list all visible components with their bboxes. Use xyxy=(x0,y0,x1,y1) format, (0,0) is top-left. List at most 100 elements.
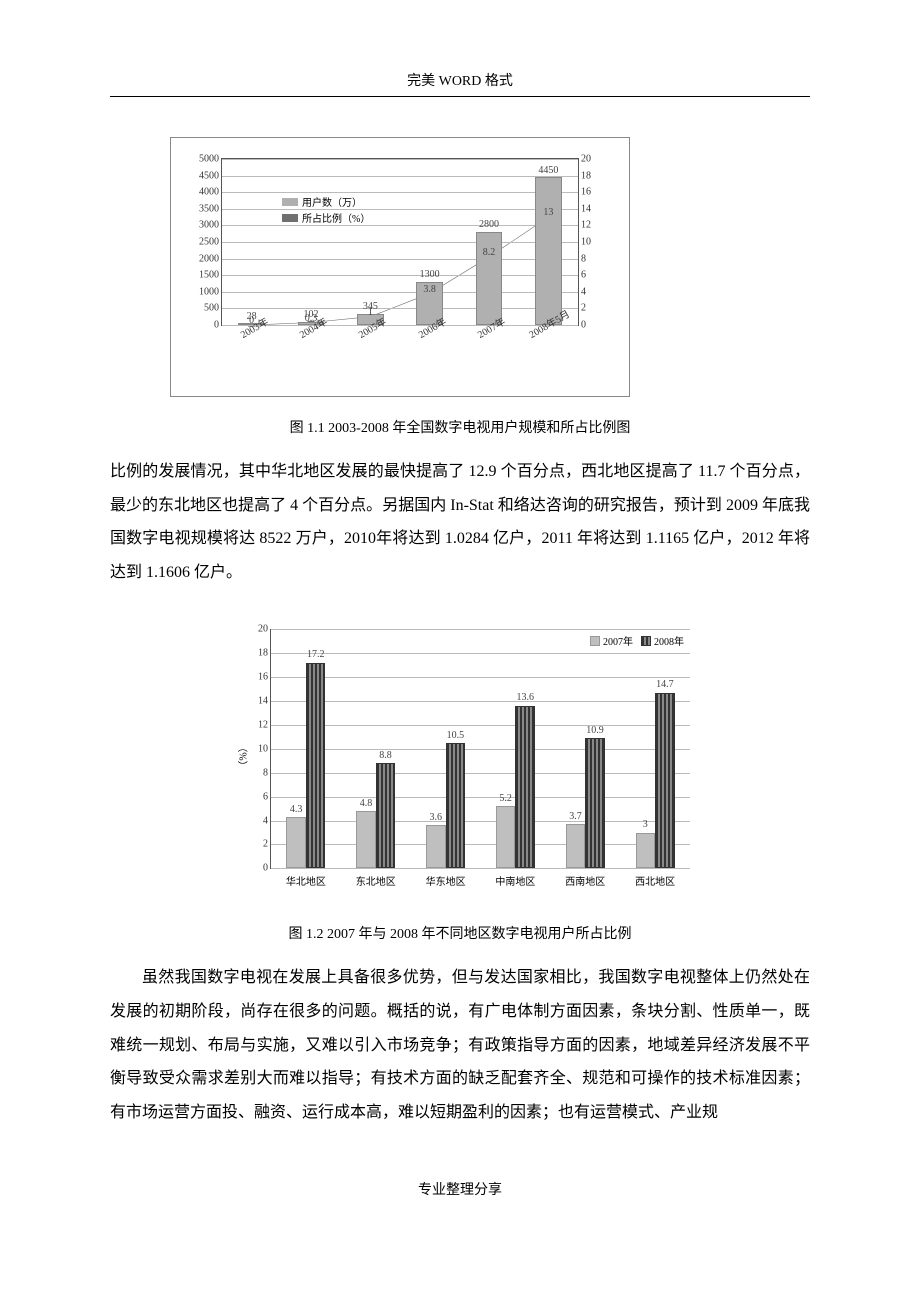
chart-1-caption: 图 1.1 2003-2008 年全国数字电视用户规模和所占比例图 xyxy=(110,417,810,437)
legend-swatch-2007 xyxy=(590,636,600,646)
y-tick-left: 12 xyxy=(258,719,271,730)
bar-value-label: 14.7 xyxy=(656,679,674,690)
bar-2008 xyxy=(306,663,326,869)
chart-2-legend: 2007年 2008年 xyxy=(590,633,684,648)
bar-2007 xyxy=(566,824,586,868)
paragraph-2: 虽然我国数字电视在发展上具备很多优势，但与发达国家相比，我国数字电视整体上仍然处… xyxy=(110,961,810,1129)
bar-2007 xyxy=(426,825,446,868)
x-tick: 西北地区 xyxy=(635,873,675,888)
y-tick-left: 8 xyxy=(263,767,271,778)
paragraph-1: 比例的发展情况，其中华北地区发展的最快提高了 12.9 个百分点，西北地区提高了… xyxy=(110,455,810,589)
page-footer: 专业整理分享 xyxy=(110,1179,810,1199)
y-tick-left: 6 xyxy=(263,791,271,802)
page-header: 完美 WORD 格式 xyxy=(110,70,810,90)
chart-2: （%） 2007年 2008年 024681012141618204.317.2… xyxy=(220,619,700,909)
bar-value-label: 4450 xyxy=(538,165,558,176)
y-tick-right: 6 xyxy=(578,270,586,281)
bar-value-label: 5.2 xyxy=(499,793,512,804)
bar-value-label: 4.3 xyxy=(290,804,303,815)
grid-line xyxy=(271,653,690,654)
document-page: 完美 WORD 格式 用户数（万） 所占比例（%） 05001000150020… xyxy=(0,0,920,1259)
x-tick: 华东地区 xyxy=(426,873,466,888)
y-tick-right: 12 xyxy=(578,220,591,231)
grid-line xyxy=(222,292,578,293)
chart-1: 用户数（万） 所占比例（%） 0500100015002000250030003… xyxy=(170,137,630,397)
y-tick-left: 10 xyxy=(258,743,271,754)
grid-line xyxy=(222,176,578,177)
bar-value-label: 10.9 xyxy=(586,725,604,736)
y-tick-left: 20 xyxy=(258,624,271,635)
grid-line xyxy=(271,725,690,726)
bar-value-label: 8.8 xyxy=(379,750,392,761)
legend-label-2008: 2008年 xyxy=(654,633,684,648)
x-tick: 东北地区 xyxy=(356,873,396,888)
grid-line xyxy=(271,749,690,750)
bar-2007 xyxy=(286,817,306,868)
y-tick-left: 18 xyxy=(258,648,271,659)
y-tick-right: 18 xyxy=(578,170,591,181)
y-tick-left: 3000 xyxy=(199,220,222,231)
y-tick-right: 14 xyxy=(578,203,591,214)
grid-line xyxy=(222,192,578,193)
bar-value-label: 3.7 xyxy=(569,811,582,822)
y-tick-right: 20 xyxy=(578,154,591,165)
bar-value-label: 4.8 xyxy=(360,798,373,809)
bar-2007 xyxy=(496,806,516,868)
x-tick: 西南地区 xyxy=(565,873,605,888)
bar-value-label: 1300 xyxy=(420,269,440,280)
grid-line xyxy=(271,868,690,869)
chart-2-y-label: （%） xyxy=(235,743,250,771)
chart-1-plot: 用户数（万） 所占比例（%） 0500100015002000250030003… xyxy=(221,158,579,326)
y-tick-right: 10 xyxy=(578,237,591,248)
grid-line xyxy=(222,259,578,260)
bar xyxy=(535,177,562,325)
bar-2008 xyxy=(515,706,535,869)
line-value-label: 0.3 xyxy=(305,313,318,324)
bar-2007 xyxy=(636,833,656,869)
line-value-label: 13 xyxy=(543,207,553,218)
grid-line xyxy=(222,325,578,326)
grid-line xyxy=(222,275,578,276)
y-tick-left: 5000 xyxy=(199,154,222,165)
bar-2008 xyxy=(655,693,675,869)
y-tick-right: 16 xyxy=(578,187,591,198)
bar-value-label: 3 xyxy=(643,819,648,830)
grid-line xyxy=(271,797,690,798)
bar-value-label: 10.5 xyxy=(447,730,465,741)
grid-line xyxy=(271,821,690,822)
y-tick-left: 3500 xyxy=(199,203,222,214)
grid-line xyxy=(222,242,578,243)
header-rule xyxy=(110,96,810,97)
grid-line xyxy=(271,677,690,678)
y-tick-left: 2 xyxy=(263,839,271,850)
legend-swatch-2008 xyxy=(641,636,651,646)
y-tick-left: 1500 xyxy=(199,270,222,281)
line-value-label: 3.8 xyxy=(423,284,436,295)
grid-line xyxy=(222,308,578,309)
line-value-label: 8.2 xyxy=(483,247,496,258)
bar-value-label: 2800 xyxy=(479,219,499,230)
line-value-label: 1 xyxy=(368,307,373,318)
grid-line xyxy=(222,225,578,226)
y-tick-left: 1000 xyxy=(199,286,222,297)
bar-value-label: 3.6 xyxy=(430,812,443,823)
x-tick: 华北地区 xyxy=(286,873,326,888)
y-tick-right: 2 xyxy=(578,303,586,314)
y-tick-left: 16 xyxy=(258,672,271,683)
legend-label-2007: 2007年 xyxy=(603,633,633,648)
grid-line xyxy=(271,844,690,845)
y-tick-left: 2000 xyxy=(199,253,222,264)
bar-2008 xyxy=(376,763,396,868)
y-tick-left: 500 xyxy=(204,303,222,314)
bar-value-label: 13.6 xyxy=(516,692,534,703)
bar-2008 xyxy=(446,743,466,868)
y-tick-left: 0 xyxy=(263,863,271,874)
y-tick-right: 8 xyxy=(578,253,586,264)
y-tick-left: 0 xyxy=(214,320,222,331)
grid-line xyxy=(222,159,578,160)
chart-2-plot: 2007年 2008年 024681012141618204.317.2华北地区… xyxy=(270,629,690,869)
bar-value-label: 17.2 xyxy=(307,649,325,660)
grid-line xyxy=(222,209,578,210)
chart-2-caption: 图 1.2 2007 年与 2008 年不同地区数字电视用户所占比例 xyxy=(110,923,810,943)
grid-line xyxy=(271,701,690,702)
